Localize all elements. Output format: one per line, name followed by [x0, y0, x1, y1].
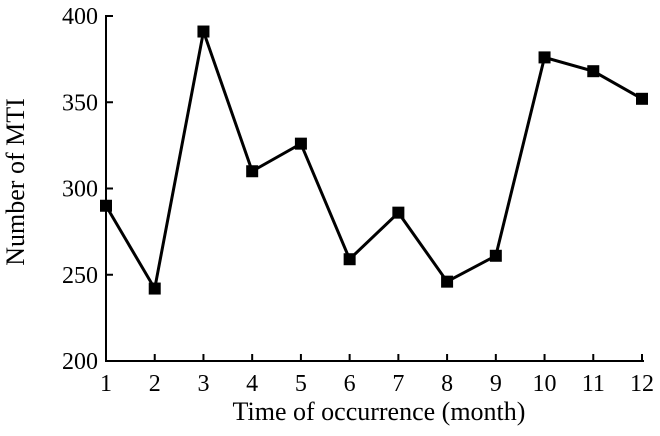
- x-tick-label: 7: [392, 371, 404, 397]
- data-point-marker: [100, 199, 112, 212]
- axes: [105, 15, 644, 362]
- x-tick-label: 12: [630, 371, 654, 397]
- x-axis-title: Time of occurrence (month): [233, 397, 526, 426]
- y-ticks: 200 250 300 350 400: [62, 4, 113, 375]
- y-tick-label: 350: [62, 90, 98, 116]
- x-tick-label: 10: [533, 371, 557, 397]
- x-tick-label: 2: [149, 371, 161, 397]
- data-point-marker: [538, 51, 551, 64]
- x-tick-label: 4: [246, 371, 258, 397]
- y-tick-label: 250: [62, 263, 98, 289]
- x-tick-label: 9: [490, 371, 502, 397]
- x-tick-label: 8: [441, 371, 453, 397]
- data-point-marker: [489, 249, 502, 262]
- data-point-marker: [148, 282, 161, 295]
- x-tick-label: 1: [100, 371, 112, 397]
- data-point-marker: [246, 165, 259, 178]
- x-tick-label: 3: [197, 371, 209, 397]
- x-ticks: 1 2 3 4 5 6 7 8 9 10 11 12: [100, 354, 654, 397]
- data-point-marker: [441, 275, 454, 288]
- series-group: [100, 25, 648, 295]
- y-tick-label: 400: [62, 4, 98, 30]
- x-tick-label: 5: [295, 371, 307, 397]
- data-point-marker: [294, 137, 307, 150]
- data-point-marker: [587, 65, 600, 78]
- x-tick-label: 11: [582, 371, 605, 397]
- data-point-marker: [343, 253, 356, 266]
- data-point-marker: [392, 206, 405, 219]
- data-point-marker: [197, 25, 210, 38]
- series-line: [104, 25, 643, 293]
- data-point-marker: [636, 92, 648, 105]
- y-tick-label: 300: [62, 177, 98, 203]
- y-tick-label: 200: [62, 349, 98, 375]
- x-tick-label: 6: [344, 371, 356, 397]
- y-axis-title: Number of MTI: [1, 98, 30, 266]
